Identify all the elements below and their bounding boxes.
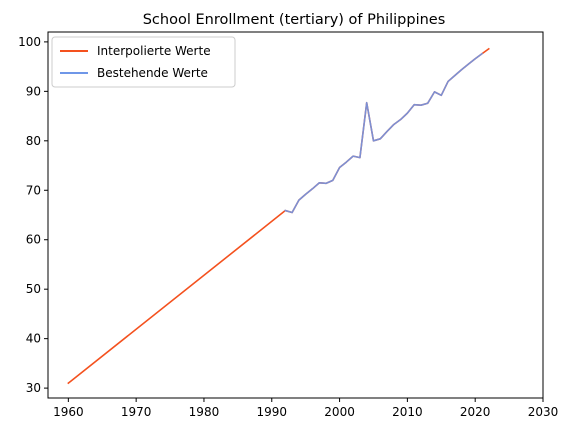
legend-frame [51, 36, 236, 88]
legend-label-interpolated: Interpolierte Werte [97, 44, 211, 58]
y-tick-label: 50 [26, 282, 41, 296]
chart-title: School Enrollment (tertiary) of Philippi… [143, 12, 446, 28]
y-tick-label: 40 [26, 332, 41, 346]
x-tick-label: 1960 [53, 405, 84, 419]
x-tick-label: 2010 [392, 405, 423, 419]
y-tick-label: 60 [26, 233, 41, 247]
y-tick-label: 70 [26, 183, 41, 197]
x-tick-label: 1990 [256, 405, 287, 419]
legend: Interpolierte Werte Bestehende Werte [51, 36, 236, 88]
legend-label-existing: Bestehende Werte [97, 66, 208, 80]
x-axis: 1960 1970 1980 1990 2000 2010 2020 2030 [53, 398, 558, 419]
y-axis: 30 40 50 60 70 80 90 100 [18, 35, 48, 395]
y-tick-label: 80 [26, 134, 41, 148]
x-tick-label: 1980 [189, 405, 220, 419]
x-tick-label: 2000 [324, 405, 355, 419]
y-tick-label: 90 [26, 84, 41, 98]
plot-frame [47, 31, 544, 399]
series-line-0 [67, 47, 490, 385]
series-line-1 [284, 52, 484, 214]
plot-area [47, 31, 544, 399]
y-tick-label: 30 [26, 381, 41, 395]
x-tick-label: 2030 [528, 405, 559, 419]
x-tick-label: 2020 [460, 405, 491, 419]
x-tick-label: 1970 [121, 405, 152, 419]
y-tick-label: 100 [18, 35, 41, 49]
